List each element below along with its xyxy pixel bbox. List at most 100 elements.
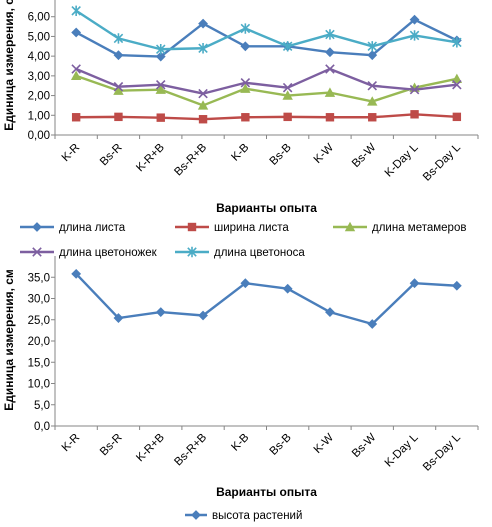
chart2-x-tick-label: K-R <box>60 432 82 454</box>
chart1-x-tick-label: K-Day L <box>383 141 421 179</box>
chart1-y-tick-label: 4,00 <box>28 51 50 63</box>
chart1-y-tick-label: 1,00 <box>28 110 50 122</box>
chart1-data-point <box>240 23 251 34</box>
chart1-legend-marker <box>187 222 197 232</box>
chart1-data-point <box>113 33 124 44</box>
chart2-data-point <box>367 319 378 329</box>
chart2-data-point <box>71 268 82 279</box>
chart2-y-tick-label: 10,0 <box>28 379 50 391</box>
chart1-data-point <box>452 79 462 90</box>
chart1-series-line <box>75 9 458 51</box>
chart2-x-tick-label: Bs-B <box>268 431 294 457</box>
chart2-data-point <box>451 280 462 291</box>
chart1-data-point <box>156 113 165 122</box>
chart1-data-point <box>367 96 378 106</box>
chart1-data-point <box>113 81 124 92</box>
chart1-data-point <box>155 79 166 90</box>
chart1-legend-label: длина метамеров <box>372 222 466 234</box>
chart1-data-point <box>367 41 378 52</box>
chart1-series-line <box>76 113 457 121</box>
chart1-series-line <box>75 18 458 58</box>
chart1-data-point <box>197 100 209 110</box>
chart1-data-point <box>451 73 463 84</box>
chart1-data-point <box>409 14 420 25</box>
chart1-data-point <box>325 47 335 58</box>
chart1-x-tick-label: K-R <box>60 142 82 164</box>
chart1-data-point <box>71 64 81 74</box>
chart1-data-point <box>325 113 335 122</box>
chart1-data-point <box>198 18 208 29</box>
chart2-x-tick-label: Bs-W <box>350 432 378 460</box>
chart1-data-point <box>198 43 208 54</box>
chart2-x-tick-label: Bs-R+B <box>172 431 209 468</box>
chart1-data-point <box>283 112 292 122</box>
chart1-series-line <box>75 74 458 107</box>
chart2-x-tick-label: K-B <box>229 431 251 453</box>
chart1-legend-marker <box>32 247 42 257</box>
chart1-data-point <box>325 29 335 40</box>
chart1-data-point <box>325 64 335 74</box>
chart2-y-tick-label: 25,0 <box>28 315 50 327</box>
chart1-legend-label: длина цветоноса <box>214 247 305 259</box>
chart1-x-tick-label: K-W <box>312 142 336 166</box>
chart1-legend-label: длина листа <box>59 222 126 234</box>
chart1-data-point <box>155 51 166 62</box>
chart2-x-tick-label: K-Day L <box>383 431 421 469</box>
chart1-data-point <box>324 87 336 97</box>
chart1-legend-marker <box>344 221 356 232</box>
chart1-data-point <box>71 5 81 16</box>
chart1-y-axis-title: Единица измерения, см <box>2 0 16 131</box>
chart1-data-point <box>198 115 208 124</box>
chart1-data-point <box>240 77 251 88</box>
chart2-y-tick-label: 35,0 <box>28 272 50 284</box>
chart1-x-axis-title: Варианты опыта <box>216 201 317 215</box>
chart1-x-tick-label: Bs-Day L <box>421 141 463 183</box>
chart1-data-point <box>282 90 293 100</box>
chart1-x-tick-label: Bs-R <box>98 142 125 169</box>
chart2-x-axis-title: Варианты опыта <box>216 485 317 499</box>
chart1-x-tick-label: Bs-B <box>268 141 294 167</box>
chart1-data-point <box>70 70 82 81</box>
chart2-x-tick-label: K-R+B <box>134 431 167 464</box>
chart1-x-tick-label: K-B <box>229 141 251 163</box>
chart1-data-point <box>240 83 251 93</box>
chart1-series-line <box>75 67 457 95</box>
chart1-data-point <box>155 44 166 55</box>
chart2-y-tick-label: 15,0 <box>28 357 50 369</box>
chart1-data-point <box>409 30 420 41</box>
chart1-data-point <box>410 110 419 119</box>
chart1-data-point <box>282 41 293 52</box>
chart2-data-point <box>325 307 335 318</box>
chart1-x-tick-label: K-R+B <box>134 141 167 174</box>
chart1-data-point <box>71 113 81 122</box>
chart2-x-tick-label: Bs-Day L <box>421 431 463 473</box>
chart1-data-point <box>241 113 250 122</box>
chart1-y-tick-label: 2,00 <box>28 91 50 103</box>
chart2-data-point <box>282 283 293 294</box>
chart2-data-point <box>240 278 251 289</box>
chart2-x-tick-label: K-W <box>312 432 336 456</box>
chart2-series-line <box>75 273 457 326</box>
chart2-y-tick-label: 0,0 <box>34 421 50 433</box>
chart1-data-point <box>155 84 166 94</box>
chart1-data-point <box>71 27 82 38</box>
chart2-data-point <box>409 278 420 289</box>
chart1-legend-label: длина цветоножек <box>59 247 158 259</box>
chart1-y-tick-label: 0,00 <box>28 130 50 142</box>
chart2-data-point <box>113 313 124 323</box>
chart1-data-point <box>409 84 420 95</box>
chart2-y-tick-label: 30,0 <box>28 294 50 306</box>
chart2-data-point <box>155 307 166 318</box>
chart2-y-axis-title: Единица измерения, см <box>2 269 16 411</box>
chart2-x-tick-label: Bs-R <box>98 432 125 459</box>
chart1-legend-marker <box>187 246 197 258</box>
chart2-y-tick-label: 20,0 <box>28 336 50 348</box>
chart2-data-point <box>198 310 208 321</box>
chart1-data-point <box>113 50 124 61</box>
chart2-y-tick-label: 5,0 <box>34 400 50 412</box>
chart1-x-tick-label: Bs-R+B <box>172 141 209 178</box>
chart1-legend-label: ширина листа <box>214 222 289 234</box>
chart1-data-point <box>368 113 377 122</box>
chart1-data-point <box>113 85 124 95</box>
